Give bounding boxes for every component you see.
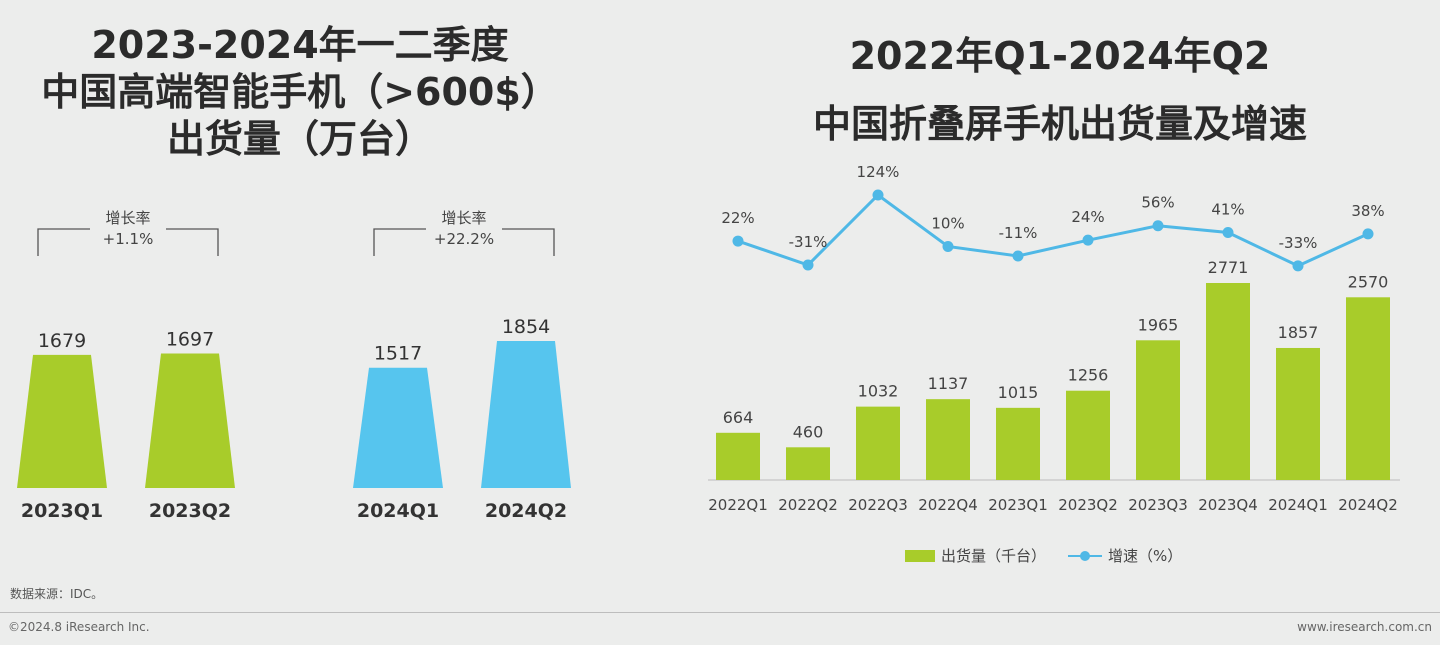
- legend-item-growth: 增速（%）: [1068, 545, 1182, 566]
- x-tick-label-2024Q1: 2024Q1: [1268, 496, 1328, 514]
- legend-line-marker: [1068, 550, 1103, 562]
- bar-value-2023Q1: 1015: [998, 383, 1039, 402]
- bar-2024Q1: [353, 367, 443, 488]
- bar-2022Q1: [716, 432, 760, 480]
- bar-2023Q4: [1206, 283, 1250, 480]
- bar-value-2023Q4: 2771: [1208, 258, 1249, 277]
- growth-point-2022Q3: [872, 189, 884, 201]
- x-tick-label-2024Q2: 2024Q2: [1338, 496, 1398, 514]
- bar-2024Q1: [1276, 347, 1320, 480]
- footer-website: www.iresearch.com.cn: [1297, 620, 1432, 634]
- bar-2023Q1: [996, 407, 1040, 480]
- x-tick-label-2023Q1: 2023Q1: [988, 496, 1048, 514]
- bar-value-2023Q3: 1965: [1138, 315, 1179, 334]
- bar-value-2024Q2: 2570: [1348, 272, 1389, 291]
- bar-2023Q2: [145, 353, 235, 488]
- category-label-2023Q1: 2023Q1: [21, 500, 103, 522]
- growth-value-2023Q1: -11%: [999, 224, 1038, 242]
- right-title-line-1: 2022年Q1-2024年Q2: [849, 34, 1271, 78]
- legend-item-shipments: 出货量（千台）: [905, 545, 1046, 566]
- category-label-2024Q1: 2024Q1: [357, 500, 439, 522]
- growth-point-2023Q3: [1152, 220, 1164, 232]
- growth-bracket-right-0: [166, 228, 219, 256]
- right-title-line-2: 中国折叠屏手机出货量及增速: [812, 102, 1307, 146]
- bar-2022Q4: [926, 399, 970, 480]
- legend-label-growth: 增速（%）: [1108, 547, 1183, 565]
- footer-divider: [0, 612, 1440, 613]
- chart-legend: 出货量（千台） 增速（%）: [905, 545, 1204, 566]
- growth-bracket-right-1: [502, 228, 555, 256]
- growth-line: [737, 193, 1369, 268]
- legend-bar-swatch: [905, 549, 935, 562]
- bar-value-2024Q1: 1517: [374, 343, 422, 365]
- bar-2024Q2: [1346, 297, 1390, 480]
- growth-point-2023Q1: [1012, 250, 1024, 262]
- bar-2022Q2: [786, 447, 830, 480]
- left-title-line-2: 中国高端智能手机（>600$）: [41, 70, 559, 114]
- left-title-line-1: 2023-2024年一二季度: [91, 23, 509, 67]
- growth-point-2023Q4: [1222, 226, 1234, 238]
- growth-value-1: +22.2%: [434, 230, 494, 248]
- growth-value-2023Q2: 24%: [1071, 208, 1104, 226]
- bar-2022Q3: [856, 406, 900, 480]
- legend-label-shipments: 出货量（千台）: [941, 547, 1047, 565]
- bar-value-2023Q2: 1256: [1068, 366, 1109, 385]
- foldable-phone-chart: 664 2022Q1 460 2022Q2 1032 2022Q3 1137 2022Q4 10…: [708, 163, 1400, 514]
- left-chart-title: 2023-2024年一二季度 中国高端智能手机（>600$） 出货量（万台）: [0, 22, 600, 163]
- bar-2024Q2: [481, 341, 571, 488]
- bar-value-2022Q2: 460: [793, 422, 824, 441]
- growth-point-2022Q4: [942, 240, 954, 252]
- growth-value-2022Q1: 22%: [721, 209, 754, 227]
- growth-point-2022Q2: [802, 259, 814, 271]
- growth-point-2023Q2: [1082, 234, 1094, 246]
- data-source-note: 数据来源：IDC。: [10, 587, 104, 601]
- x-tick-label-2023Q4: 2023Q4: [1198, 496, 1258, 514]
- bar-value-2023Q2: 1697: [166, 328, 214, 350]
- x-tick-label-2022Q3: 2022Q3: [848, 496, 908, 514]
- bar-value-2024Q1: 1857: [1278, 323, 1319, 342]
- bar-value-2023Q1: 1679: [38, 330, 86, 352]
- growth-value-2022Q4: 10%: [931, 214, 964, 232]
- footer-copyright: ©2024.8 iResearch Inc.: [8, 620, 150, 634]
- growth-value-2022Q3: 124%: [857, 163, 900, 181]
- x-tick-label-2023Q3: 2023Q3: [1128, 496, 1188, 514]
- category-label-2023Q2: 2023Q2: [149, 500, 231, 522]
- growth-point-2024Q2: [1362, 228, 1374, 240]
- growth-value-0: +1.1%: [103, 230, 154, 248]
- left-title-line-3: 出货量（万台）: [166, 117, 433, 161]
- growth-value-2024Q1: -33%: [1279, 234, 1318, 252]
- x-tick-label-2022Q1: 2022Q1: [708, 496, 768, 514]
- bar-2023Q1: [17, 354, 107, 488]
- bar-value-2022Q1: 664: [723, 408, 754, 427]
- growth-label-0: 增长率: [105, 209, 150, 227]
- x-tick-label-2023Q2: 2023Q2: [1058, 496, 1118, 514]
- x-tick-label-2022Q4: 2022Q4: [918, 496, 978, 514]
- growth-point-2024Q1: [1292, 260, 1304, 272]
- growth-value-2023Q3: 56%: [1141, 194, 1174, 212]
- growth-value-2023Q4: 41%: [1211, 200, 1244, 218]
- category-label-2024Q2: 2024Q2: [485, 500, 567, 522]
- x-tick-label-2022Q2: 2022Q2: [778, 496, 838, 514]
- growth-bracket-left-1: [373, 228, 426, 256]
- growth-value-2024Q2: 38%: [1351, 202, 1384, 220]
- growth-value-2022Q2: -31%: [789, 233, 828, 251]
- growth-point-2022Q1: [732, 235, 744, 247]
- bar-value-2022Q4: 1137: [928, 374, 969, 393]
- growth-bracket-left-0: [37, 228, 90, 256]
- right-chart-title: 2022年Q1-2024年Q2 中国折叠屏手机出货量及增速: [700, 22, 1420, 158]
- bar-2023Q2: [1066, 390, 1110, 480]
- highend-phone-chart: 1679 2023Q1 1697 2023Q2 1517 2024Q1 1854 2024Q2…: [17, 209, 571, 522]
- bar-2023Q3: [1136, 340, 1180, 480]
- bar-value-2022Q3: 1032: [858, 382, 899, 401]
- growth-label-1: 增长率: [441, 209, 486, 227]
- bar-value-2024Q2: 1854: [502, 316, 550, 338]
